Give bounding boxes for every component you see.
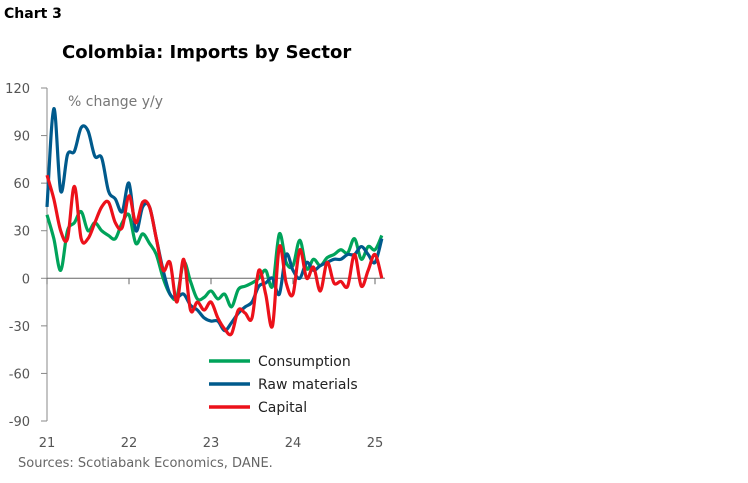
legend-label: Consumption <box>258 354 351 370</box>
x-tick-label: 22 <box>121 436 138 451</box>
chart-number: Chart 3 <box>4 6 62 22</box>
series-line-consumption <box>45 210 384 309</box>
legend-label: Raw materials <box>258 377 358 393</box>
x-tick-label: 21 <box>39 436 56 451</box>
series-line-capital <box>45 174 384 337</box>
y-tick-label: 60 <box>13 177 30 192</box>
chart-title: Colombia: Imports by Sector <box>62 42 352 63</box>
x-tick-label: 23 <box>203 436 220 451</box>
y-tick-label: -90 <box>9 415 30 430</box>
y-tick-label: 0 <box>22 272 30 287</box>
y-tick-label: -30 <box>9 320 30 335</box>
x-tick-label: 24 <box>285 436 302 451</box>
y-tick-label: -60 <box>9 367 30 382</box>
legend-label: Capital <box>258 400 307 416</box>
y-tick-label: 120 <box>5 82 30 97</box>
y-tick-label: 30 <box>13 225 30 240</box>
x-tick-label: 25 <box>367 436 384 451</box>
y-tick-label: 90 <box>13 130 30 145</box>
source-note: Sources: Scotiabank Economics, DANE. <box>18 456 273 471</box>
y-axis-label: % change y/y <box>68 94 163 110</box>
